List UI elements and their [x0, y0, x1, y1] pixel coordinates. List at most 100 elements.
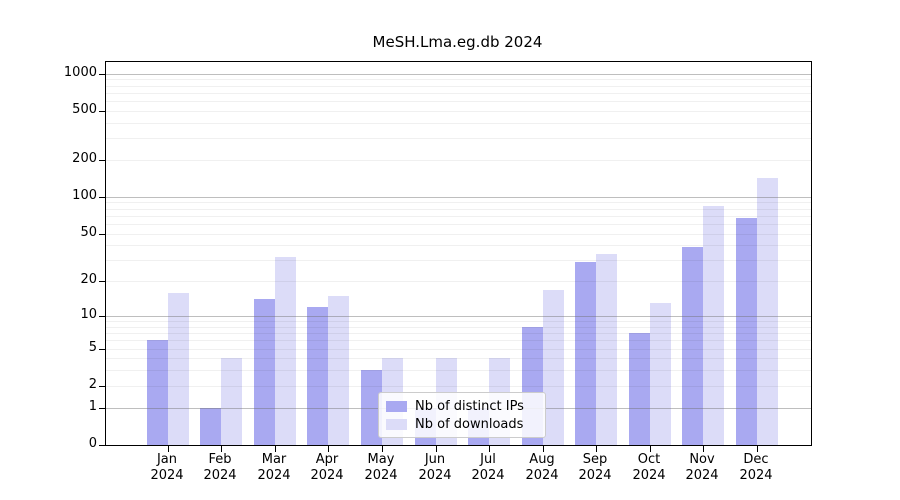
- legend: Nb of distinct IPs Nb of downloads: [378, 392, 546, 438]
- legend-item-distinct-ips: Nb of distinct IPs: [386, 398, 537, 414]
- month-label: Nov: [689, 452, 715, 467]
- x-tick-label: Oct 2024: [621, 452, 677, 484]
- y-tick: [99, 408, 105, 409]
- bar-downloads-aug: [543, 290, 564, 445]
- bar-distinct-ips-nov: [682, 247, 703, 445]
- minor-gridline: [106, 386, 811, 387]
- x-tick-label: Jun 2024: [407, 452, 463, 484]
- month-label: May: [367, 452, 395, 467]
- y-tick-label: 1: [88, 399, 97, 414]
- y-tick: [99, 197, 105, 198]
- x-tick-label: Apr 2024: [299, 452, 355, 484]
- legend-swatch-distinct-ips: [386, 400, 407, 412]
- month-label: Sep: [582, 452, 608, 467]
- minor-gridline: [106, 101, 811, 102]
- x-tick: [328, 446, 329, 452]
- x-tick-label: Dec 2024: [728, 452, 784, 484]
- bar-downloads-oct: [650, 303, 671, 445]
- y-tick-label: 500: [72, 102, 97, 117]
- y-tick: [99, 234, 105, 235]
- y-tick: [99, 74, 105, 75]
- minor-gridline: [106, 340, 811, 341]
- year-label: 2024: [364, 468, 398, 483]
- minor-gridline: [106, 216, 811, 217]
- month-label: Mar: [261, 452, 287, 467]
- plot-area: [99, 61, 812, 452]
- legend-item-downloads: Nb of downloads: [386, 416, 537, 432]
- x-tick: [221, 446, 222, 452]
- major-gridline: [106, 316, 811, 317]
- x-tick-label: Nov 2024: [674, 452, 730, 484]
- y-tick: [99, 445, 105, 446]
- bar-downloads-sep: [596, 254, 617, 445]
- legend-swatch-downloads: [386, 418, 407, 430]
- minor-gridline: [106, 321, 811, 322]
- y-tick: [99, 160, 105, 161]
- minor-gridline: [106, 327, 811, 328]
- y-tick-label: 0: [88, 436, 97, 451]
- y-tick-label: 1000: [63, 65, 97, 80]
- minor-gridline: [106, 123, 811, 124]
- x-tick: [757, 446, 758, 452]
- y-tick: [99, 386, 105, 387]
- minor-gridline: [106, 281, 811, 282]
- x-tick: [436, 446, 437, 452]
- bar-downloads-apr: [328, 296, 349, 445]
- year-label: 2024: [632, 468, 666, 483]
- bar-downloads-nov: [703, 206, 724, 445]
- year-label: 2024: [739, 468, 773, 483]
- minor-gridline: [106, 209, 811, 210]
- minor-gridline: [106, 202, 811, 203]
- chart-title: MeSH.Lma.eg.db 2024: [372, 33, 543, 51]
- year-label: 2024: [525, 468, 559, 483]
- bar-distinct-ips-may: [361, 370, 382, 445]
- minor-gridline: [106, 86, 811, 87]
- month-label: Aug: [529, 452, 555, 467]
- minor-gridline: [106, 111, 811, 112]
- y-tick-label: 200: [72, 151, 97, 166]
- minor-gridline: [106, 245, 811, 246]
- minor-gridline: [106, 358, 811, 359]
- bar-distinct-ips-oct: [629, 333, 650, 445]
- y-tick-label: 5: [88, 340, 97, 355]
- x-tick: [703, 446, 704, 452]
- minor-gridline: [106, 260, 811, 261]
- bar-downloads-jan: [168, 293, 189, 445]
- y-tick: [99, 316, 105, 317]
- x-tick-label: Mar 2024: [246, 452, 302, 484]
- minor-gridline: [106, 333, 811, 334]
- minor-gridline: [106, 79, 811, 80]
- bar-distinct-ips-feb: [200, 408, 221, 445]
- y-tick: [99, 111, 105, 112]
- month-label: Dec: [743, 452, 769, 467]
- month-label: Feb: [208, 452, 232, 467]
- year-label: 2024: [257, 468, 291, 483]
- legend-label: Nb of downloads: [415, 416, 524, 432]
- y-tick-label: 50: [80, 225, 97, 240]
- minor-gridline: [106, 160, 811, 161]
- y-tick: [99, 349, 105, 350]
- month-label: Jul: [480, 452, 496, 467]
- bar-distinct-ips-apr: [307, 307, 328, 445]
- bar-distinct-ips-dec: [736, 218, 757, 445]
- minor-gridline: [106, 370, 811, 371]
- bar-downloads-dec: [757, 178, 778, 445]
- year-label: 2024: [578, 468, 612, 483]
- x-tick: [596, 446, 597, 452]
- x-tick-label: Jul 2024: [460, 452, 516, 484]
- legend-label: Nb of distinct IPs: [415, 398, 524, 414]
- x-tick-label: Jan 2024: [139, 452, 195, 484]
- month-label: Apr: [315, 452, 339, 467]
- x-tick: [650, 446, 651, 452]
- year-label: 2024: [471, 468, 505, 483]
- x-tick-label: Sep 2024: [567, 452, 623, 484]
- y-tick: [99, 281, 105, 282]
- major-gridline: [106, 74, 811, 75]
- x-tick: [168, 446, 169, 452]
- bar-distinct-ips-sep: [575, 262, 596, 445]
- year-label: 2024: [418, 468, 452, 483]
- y-tick-label: 10: [80, 307, 97, 322]
- year-label: 2024: [685, 468, 719, 483]
- y-tick-label: 2: [88, 377, 97, 392]
